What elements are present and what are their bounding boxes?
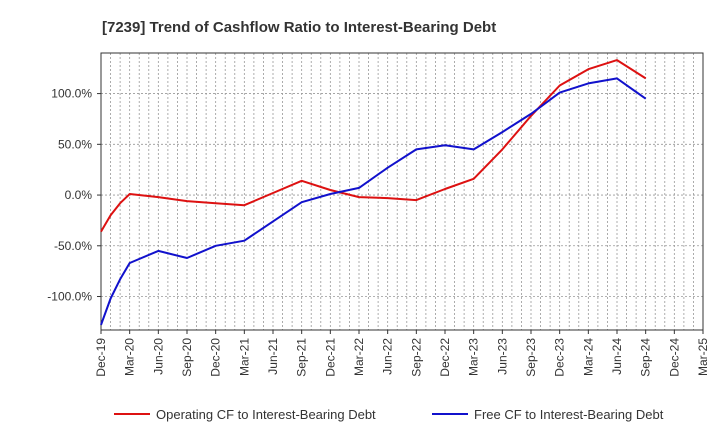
- x-tick-label: Mar-21: [237, 338, 251, 376]
- x-tick-label: Mar-25: [696, 338, 710, 376]
- x-tick-label: Dec-22: [438, 338, 452, 377]
- grid: [101, 53, 703, 330]
- x-axis: Dec-19 Mar-20 Jun-20 Sep-20 Dec-20 Mar-21 Jun-…: [94, 330, 710, 377]
- x-tick-label: Dec-19: [94, 338, 108, 377]
- x-tick-label: Sep-21: [295, 338, 309, 377]
- y-tick-label: 100.0%: [51, 87, 92, 101]
- y-tick-label: 50.0%: [58, 137, 92, 151]
- legend: Operating CF to Interest-Bearing Debt Fre…: [114, 407, 664, 422]
- x-tick-label: Dec-20: [209, 338, 223, 377]
- x-tick-label: Jun-20: [151, 338, 165, 375]
- x-tick-label: Dec-21: [323, 338, 337, 377]
- y-tick-label: -50.0%: [54, 239, 92, 253]
- x-tick-label: Mar-23: [467, 338, 481, 376]
- x-tick-label: Sep-22: [409, 338, 423, 377]
- x-tick-label: Jun-21: [266, 338, 280, 375]
- x-tick-label: Sep-20: [180, 338, 194, 377]
- x-tick-label: Jun-22: [381, 338, 395, 375]
- y-tick-label: -100.0%: [47, 290, 92, 304]
- x-tick-label: Jun-24: [610, 338, 624, 375]
- series-line-free-cf: [100, 77, 647, 326]
- x-tick-label: Mar-24: [581, 338, 595, 376]
- x-tick-label: Jun-23: [495, 338, 509, 375]
- y-tick-label: 0.0%: [65, 188, 93, 202]
- y-axis: -100.0% -50.0% 0.0% 50.0% 100.0%: [47, 87, 101, 304]
- x-tick-label: Dec-23: [553, 338, 567, 377]
- x-tick-label: Dec-24: [667, 338, 681, 377]
- x-tick-label: Mar-20: [123, 338, 137, 376]
- legend-label: Free CF to Interest-Bearing Debt: [474, 407, 664, 422]
- series-line-operating-cf: [100, 59, 647, 233]
- legend-label: Operating CF to Interest-Bearing Debt: [156, 407, 376, 422]
- x-tick-label: Sep-23: [524, 338, 538, 377]
- x-tick-label: Mar-22: [352, 338, 366, 376]
- chart-title: [7239] Trend of Cashflow Ratio to Intere…: [102, 19, 496, 36]
- x-tick-label: Sep-24: [639, 338, 653, 377]
- series-lines: [100, 59, 647, 326]
- plot-area: [100, 52, 704, 331]
